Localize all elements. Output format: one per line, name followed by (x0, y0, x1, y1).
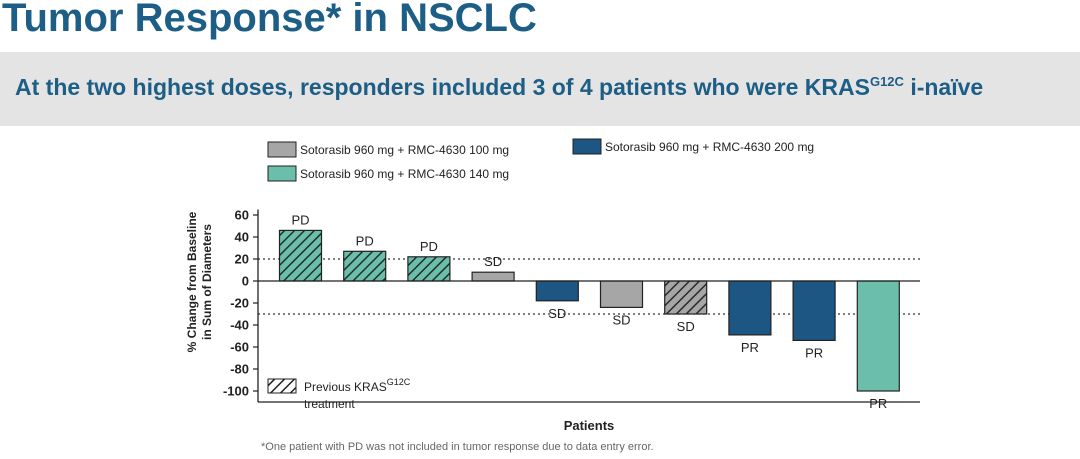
y-axis-label: % Change from Baselinein Sum of Diameter… (185, 211, 214, 352)
bar-label-4: SD (484, 254, 502, 269)
bar-label-1: PD (291, 212, 309, 227)
waterfall-chart: Sotorasib 960 mg + RMC-4630 100 mg Sotora… (185, 138, 920, 433)
subtitle-band (0, 52, 1080, 126)
bar-label-7: SD (677, 319, 695, 334)
legend-label-2: Sotorasib 960 mg + RMC-4630 140 mg (300, 167, 509, 181)
x-axis-label: Patients (564, 418, 615, 433)
bar-label-9: PR (805, 345, 823, 360)
legend-swatch-1 (267, 141, 297, 158)
y-axis-label-line-1: % Change from Baseline (185, 211, 199, 352)
bar-label-2: PD (356, 233, 374, 248)
bar-label-5: SD (548, 306, 566, 321)
bar-patient-4 (471, 271, 515, 282)
bar-label-6: SD (612, 312, 630, 327)
bar-label-3: PD (420, 239, 438, 254)
legend-label-previous-kras-line2: treatment (304, 397, 355, 411)
bar-patient-5 (535, 280, 579, 302)
previous-kras-superscript: G12C (387, 377, 411, 387)
bar-patient-1 (278, 229, 323, 282)
legend-swatch-previous-kras (267, 378, 297, 394)
y-tick-label: -20 (230, 296, 249, 311)
bar-patient-9 (792, 280, 836, 342)
subtitle-suffix: i-naïve (903, 74, 984, 100)
y-tick-label: -80 (230, 362, 249, 377)
previous-kras-text: Previous KRAS (304, 380, 387, 394)
subtitle: At the two highest doses, responders inc… (15, 74, 983, 101)
page-title: Tumor Response* in NSCLC (2, 0, 537, 40)
y-axis-label-line-2: in Sum of Diameters (200, 224, 214, 340)
legend-swatch-2 (267, 165, 297, 182)
bar-patient-2 (343, 250, 387, 282)
y-tick-label: 60 (235, 208, 249, 223)
legend-label-1: Sotorasib 960 mg + RMC-4630 100 mg (300, 143, 509, 157)
y-tick-label: 40 (235, 230, 249, 245)
legend-label-previous-kras: Previous KRASG12C (304, 377, 411, 394)
y-tick-label: -40 (230, 318, 249, 333)
y-tick-label: 0 (242, 274, 249, 289)
bar-patient-8 (728, 280, 772, 336)
legend-label-3: Sotorasib 960 mg + RMC-4630 200 mg (605, 140, 814, 154)
footnote: *One patient with PD was not included in… (261, 441, 654, 453)
bar-patient-10 (856, 280, 900, 392)
bar-patient-7 (664, 280, 708, 315)
bar-label-10: PR (869, 396, 887, 411)
y-tick-label: -60 (230, 340, 249, 355)
bar-label-8: PR (741, 340, 759, 355)
legend-swatch-3 (572, 138, 602, 155)
subtitle-superscript: G12C (869, 74, 904, 89)
y-tick-label: -100 (223, 384, 249, 399)
subtitle-text: At the two highest doses, responders inc… (15, 74, 870, 100)
bar-patient-3 (407, 256, 451, 282)
bar-patient-6 (599, 280, 644, 308)
y-tick-label: 20 (235, 252, 249, 267)
